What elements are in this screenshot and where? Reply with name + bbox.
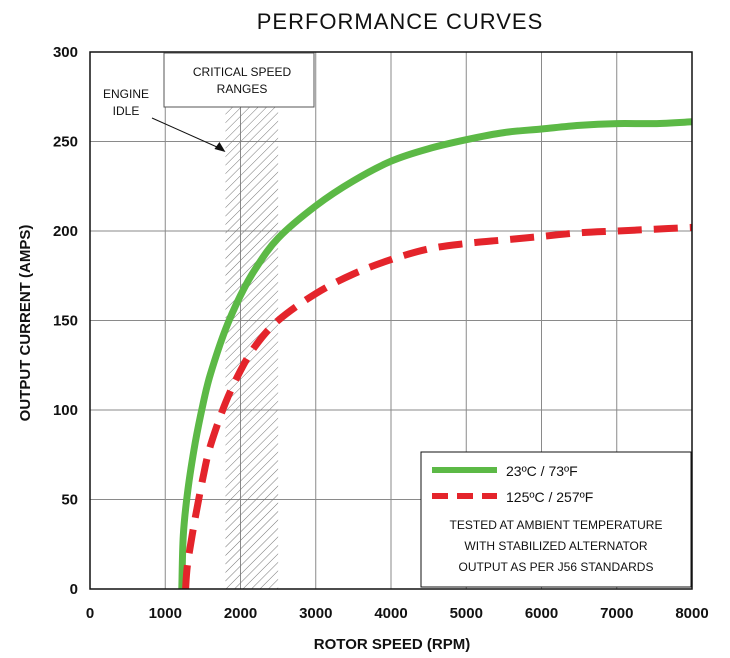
x-axis-title: ROTOR SPEED (RPM)	[314, 636, 470, 653]
y-tick-label: 50	[61, 492, 78, 509]
y-tick-labels: 0 50 100 150 200 250 300	[53, 44, 78, 598]
y-tick-label: 100	[53, 402, 78, 419]
y-tick-label: 200	[53, 223, 78, 240]
series-lines	[178, 118, 693, 590]
legend: 23ºC / 73ºF 125ºC / 257ºF TESTED AT AMBIEN…	[420, 451, 692, 588]
x-tick-label: 0	[86, 605, 94, 622]
y-tick-label: 300	[53, 44, 78, 61]
chart-title: PERFORMANCE CURVES	[257, 9, 544, 34]
y-tick-label: 150	[53, 313, 78, 330]
engine-idle-leader	[151, 117, 222, 150]
legend-label: 23ºC / 73ºF	[506, 463, 578, 479]
x-tick-label: 1000	[149, 605, 182, 622]
y-tick-label: 250	[53, 134, 78, 151]
critical-speed-box	[163, 52, 315, 108]
critical-speed-hatch	[225, 107, 279, 589]
y-axis-title: OUTPUT CURRENT (AMPS)	[17, 225, 34, 422]
y-tick-label: 0	[70, 581, 78, 598]
engine-idle-label: ENGINE IDLE	[103, 87, 149, 118]
x-tick-label: 6000	[525, 605, 558, 622]
legend-note: TESTED AT AMBIENT TEMPERATURE WITH STABIL…	[450, 518, 663, 574]
engine-idle-arrowhead	[214, 142, 226, 152]
series-line	[178, 118, 693, 590]
x-tick-label: 3000	[299, 605, 332, 622]
x-tick-label: 7000	[600, 605, 633, 622]
annotations: CRITICAL SPEED RANGES ENGINE IDLE	[103, 52, 315, 152]
x-tick-label: 2000	[224, 605, 257, 622]
critical-speed-region	[225, 107, 279, 589]
legend-box	[420, 451, 692, 588]
series-line	[182, 223, 693, 590]
x-tick-label: 5000	[450, 605, 483, 622]
x-tick-label: 4000	[374, 605, 407, 622]
critical-speed-label: CRITICAL SPEED RANGES	[193, 65, 292, 96]
legend-label: 125ºC / 257ºF	[506, 489, 593, 505]
x-tick-labels: 0 1000 2000 3000 4000 5000 6000 7000 8000	[86, 605, 709, 622]
x-tick-label: 8000	[675, 605, 708, 622]
plot-border	[89, 51, 693, 590]
